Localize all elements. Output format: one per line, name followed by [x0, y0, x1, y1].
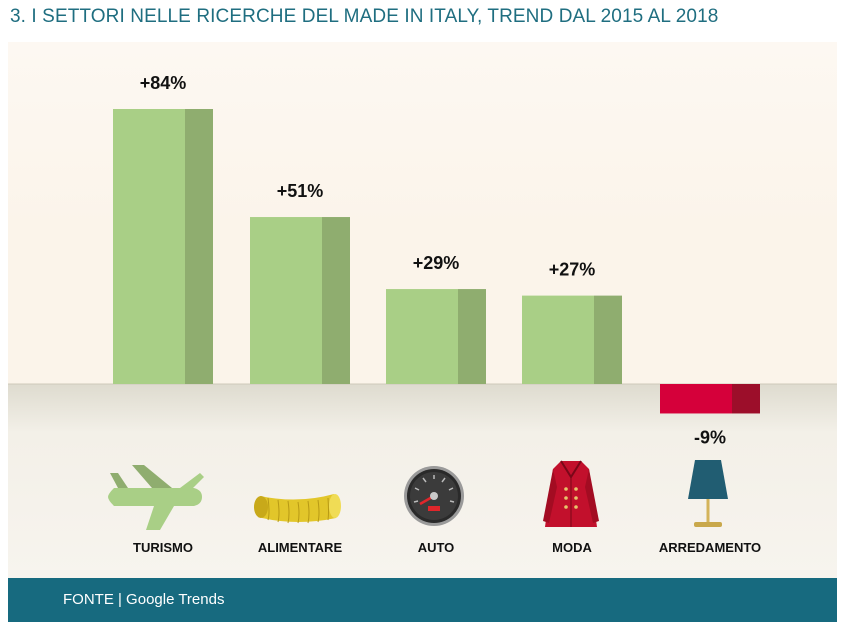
value-label: +27%	[549, 260, 596, 280]
category-label: MODA	[552, 540, 592, 555]
category-label: TURISMO	[133, 540, 193, 555]
bar-arredamento	[660, 384, 760, 414]
bar-side	[458, 289, 486, 384]
bar-front	[250, 217, 322, 384]
bar-turismo	[113, 109, 213, 384]
bar-auto	[386, 289, 486, 384]
bar-front	[522, 295, 594, 384]
airplane-icon	[108, 465, 204, 530]
value-label: +51%	[277, 181, 324, 201]
value-label: +84%	[140, 73, 187, 93]
category-label: ALIMENTARE	[258, 540, 343, 555]
pasta-icon	[254, 494, 341, 524]
category-label: AUTO	[418, 540, 455, 555]
chart-title: 3. I SETTORI NELLE RICERCHE DEL MADE IN …	[10, 6, 719, 27]
bar-side	[594, 295, 622, 384]
lamp-icon	[688, 460, 728, 527]
bar-side	[185, 109, 213, 384]
bar-alimentare	[250, 217, 350, 384]
bar-side	[732, 384, 760, 414]
source-text: FONTE | Google Trends	[63, 591, 225, 608]
value-label: -9%	[694, 427, 726, 447]
value-label: +29%	[413, 253, 460, 273]
bar-moda	[522, 295, 622, 384]
bar-front	[113, 109, 185, 384]
bar-front	[386, 289, 458, 384]
coat-icon	[543, 460, 599, 527]
bar-side	[322, 217, 350, 384]
category-label: ARREDAMENTO	[659, 540, 761, 555]
source-footer: FONTE | Google Trends	[8, 578, 837, 622]
speedometer-icon	[404, 466, 464, 526]
bar-front	[660, 384, 732, 414]
